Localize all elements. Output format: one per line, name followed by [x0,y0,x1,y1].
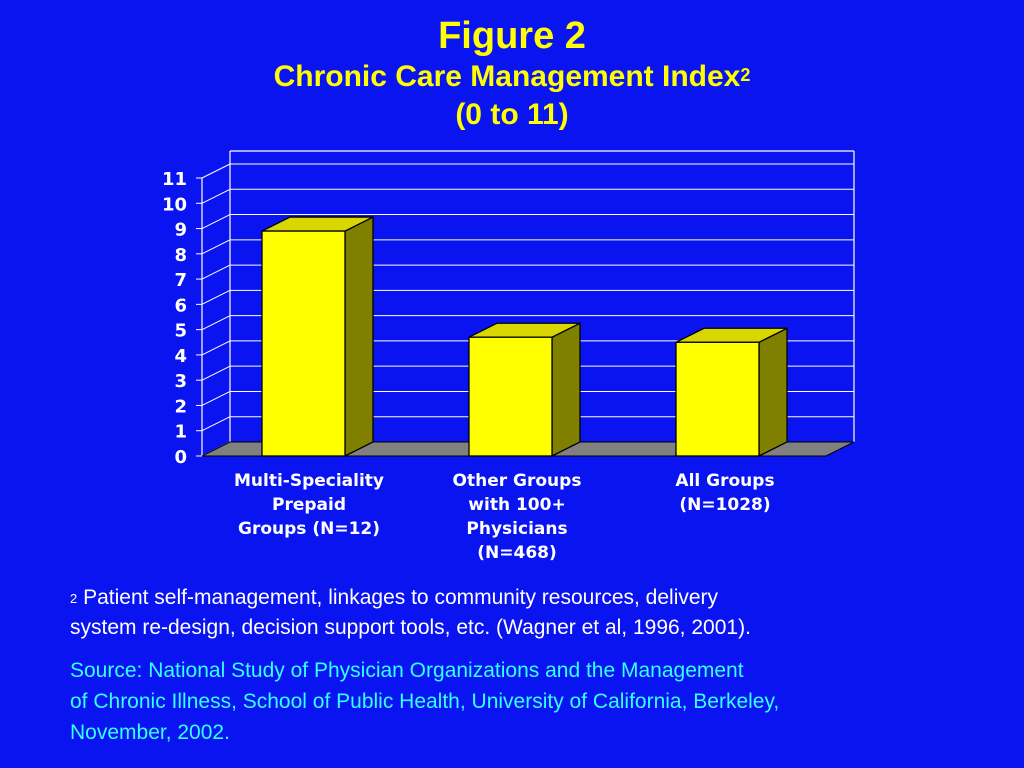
bar-side [344,216,374,458]
y-tick-label: 11 [162,169,187,190]
category-label-line: Multi-Speciality [234,471,384,491]
source-line-2: of Chronic Illness, School of Public Hea… [70,690,780,713]
footnote-marker: 2 [70,591,78,606]
y-tick-label: 3 [174,371,187,392]
x-axis-categories: Multi-Speciality Prepaid Groups (N=12) Othe… [234,471,775,563]
bar-side [758,327,788,458]
gridline-side [201,214,231,229]
y-tick-label: 1 [174,422,187,443]
chart-subtitle: (0 to 11) [455,98,569,131]
title-footnote-marker: 2 [740,65,751,85]
chart-title: Chronic Care Management Index2 [0,58,1024,96]
gridline-side [201,264,231,280]
bar-chart: 0 1 2 3 4 5 6 7 8 9 10 11 Multi-Speciality Prepaid Gr… [162,150,855,563]
gridline-side [201,289,231,305]
category-label-line: with 100+ [468,495,565,515]
bar-front [468,336,553,457]
category-label-line: Groups (N=12) [238,519,380,539]
footnote: 2 Patient self-management, linkages to c… [70,583,970,643]
category-label-line: (N=468) [477,543,557,563]
category-label-line: All Groups [675,471,774,491]
bar-front [261,230,346,457]
bar-front [675,341,760,457]
gridline-side [201,365,231,381]
category-label-1: Multi-Speciality Prepaid Groups (N=12) [234,471,384,539]
y-tick-label: 0 [174,447,187,468]
gridline-side [201,239,231,255]
y-tick-label: 6 [174,295,187,316]
category-label-line: Other Groups [453,471,582,491]
category-label-line: Prepaid [272,495,346,515]
bar-layer [261,216,788,458]
y-tick-label: 10 [162,194,187,215]
slide-title-block: Figure 2 Chronic Care Management Index2 … [0,14,1024,134]
category-label-3: All Groups (N=1028) [675,471,774,515]
y-tick-label: 2 [174,396,187,417]
y-tick-label: 5 [174,321,187,342]
gridline-side [201,163,231,179]
category-label-line: (N=1028) [679,495,770,515]
gridline-side [201,416,231,432]
category-label-line: Physicians [466,519,567,539]
gridline-side [201,391,231,406]
figure-label: Figure 2 [438,15,586,57]
gridline-side [201,188,231,204]
y-tick-label: 9 [174,220,187,241]
source-citation: Source: National Study of Physician Orga… [70,655,970,748]
y-tick-label: 4 [174,346,187,367]
bar-1 [261,216,374,458]
bar-2 [468,322,581,458]
y-tick-label: 8 [174,245,187,266]
footnote-line-2: system re-design, decision support tools… [70,616,751,639]
y-tick-label: 7 [174,270,187,291]
source-line-1: Source: National Study of Physician Orga… [70,659,744,682]
category-label-2: Other Groups with 100+ Physicians (N=468) [453,471,582,563]
gridline-side [201,315,231,331]
source-line-3: November, 2002. [70,721,230,744]
y-axis-ticks: 0 1 2 3 4 5 6 7 8 9 10 11 [162,169,187,468]
bar-3 [675,327,788,458]
bar-side [551,322,581,458]
gridline-side [201,340,231,356]
footnote-line-1: 2 Patient self-management, linkages to c… [70,583,970,613]
chart-title-text: Chronic Care Management Index [273,60,741,93]
footnote-text-1: Patient self-management, linkages to com… [83,586,719,609]
